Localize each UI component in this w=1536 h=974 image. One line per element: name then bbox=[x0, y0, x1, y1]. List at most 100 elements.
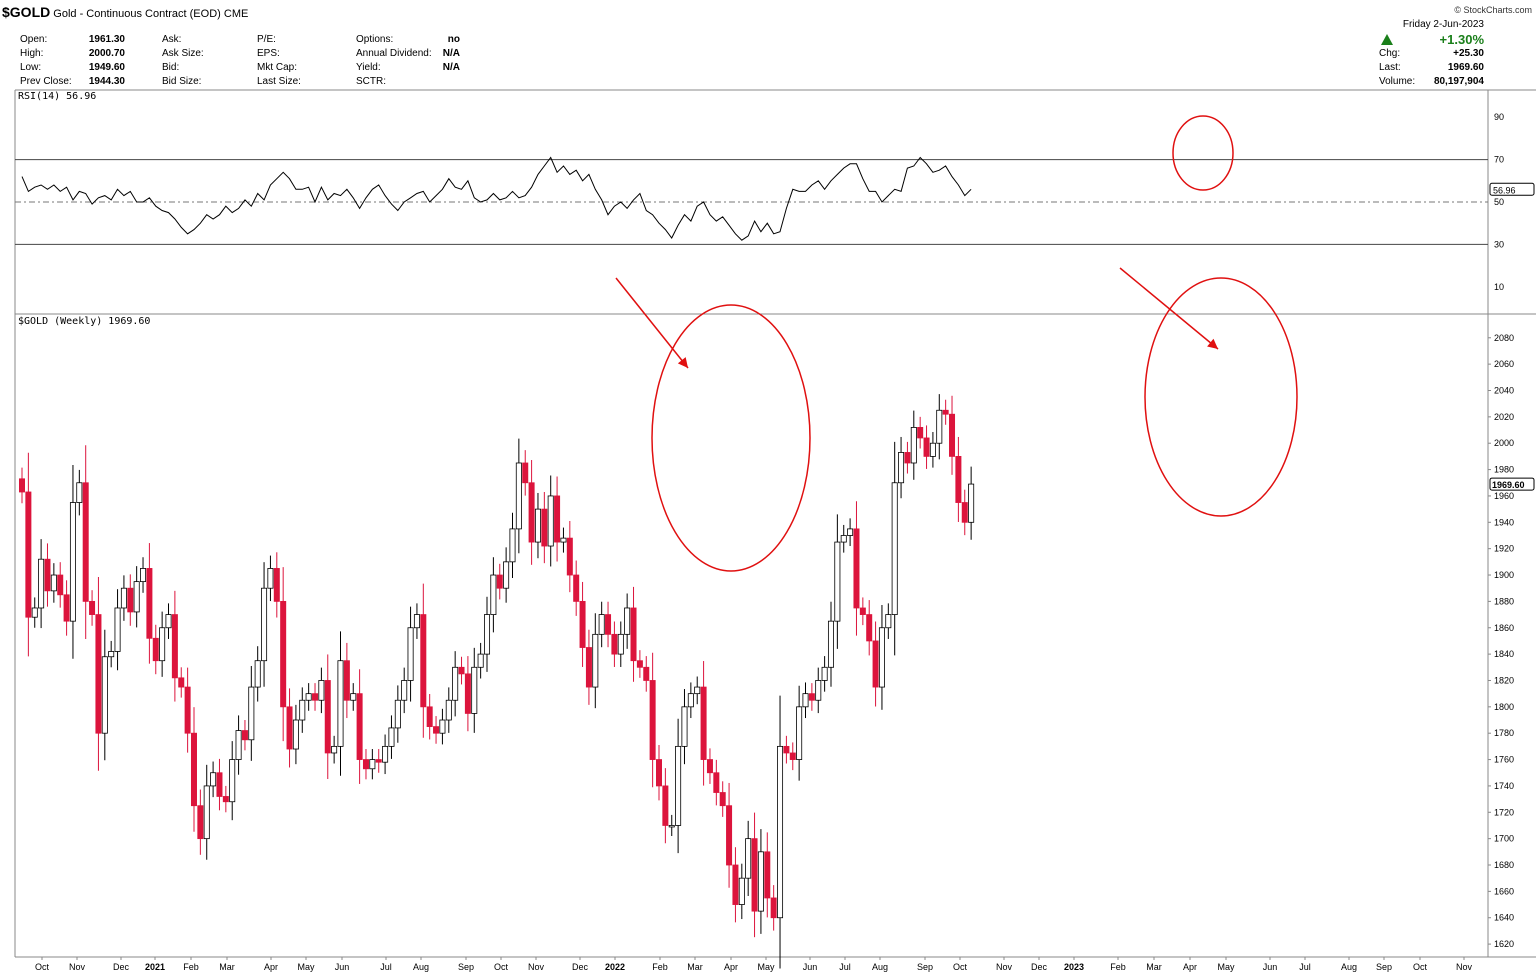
candle-body bbox=[184, 686, 191, 734]
candle-body bbox=[942, 409, 949, 415]
candle-body bbox=[961, 502, 968, 523]
rsi-annotation-circle bbox=[1172, 115, 1234, 191]
candle-body bbox=[305, 693, 312, 701]
x-tick-label: Nov bbox=[1456, 962, 1473, 972]
candle-body bbox=[95, 614, 102, 734]
candle-body bbox=[82, 482, 89, 602]
up-arrow-icon bbox=[1381, 34, 1393, 45]
arrow-2023-shaft bbox=[1119, 267, 1219, 350]
candle-body bbox=[503, 561, 510, 589]
candle-body bbox=[547, 495, 554, 547]
candle-body bbox=[171, 614, 178, 679]
x-tick-label: Oct bbox=[35, 962, 50, 972]
candle-body bbox=[210, 772, 217, 787]
candle-body bbox=[120, 587, 127, 609]
candle-body bbox=[433, 726, 440, 734]
candle-body bbox=[241, 730, 248, 741]
quote-left-value: 1944.30 bbox=[88, 76, 125, 87]
candle-body bbox=[203, 785, 210, 840]
rsi-tick-label: 50 bbox=[1494, 197, 1504, 207]
price-tick-label: 1940 bbox=[1494, 517, 1514, 527]
candle-body bbox=[50, 574, 57, 592]
rsi-pane-label: RSI(14) 56.96 bbox=[18, 91, 97, 102]
x-tick-label: Oct bbox=[1413, 962, 1428, 972]
candle-body bbox=[853, 528, 860, 609]
candle-body bbox=[445, 699, 452, 721]
candle-body bbox=[350, 693, 357, 701]
candle-body bbox=[643, 666, 650, 681]
candle-body bbox=[821, 666, 828, 681]
candle-body bbox=[598, 614, 605, 635]
candle-body bbox=[872, 640, 879, 688]
candle-body bbox=[509, 528, 516, 563]
price-tick-label: 1800 bbox=[1494, 702, 1514, 712]
candle-body bbox=[471, 666, 478, 714]
x-tick-label: Jun bbox=[335, 962, 350, 972]
candle-body bbox=[770, 897, 777, 919]
x-tick-label: Jul bbox=[380, 962, 392, 972]
candle-body bbox=[700, 686, 707, 760]
rsi-tick-label: 90 bbox=[1494, 112, 1504, 122]
candle-body bbox=[299, 699, 306, 721]
candle-body bbox=[605, 614, 612, 635]
quote-right-label: Annual Dividend: bbox=[356, 48, 432, 59]
x-tick-label: May bbox=[297, 962, 315, 972]
candle-body bbox=[515, 462, 522, 530]
x-tick-label: Jun bbox=[803, 962, 818, 972]
quote-mid-label: Bid Size: bbox=[162, 76, 202, 87]
candle-body bbox=[369, 759, 376, 770]
candle-body bbox=[777, 745, 784, 919]
rsi-tick-label: 30 bbox=[1494, 239, 1504, 249]
candle-body bbox=[611, 633, 618, 655]
candle-body bbox=[165, 614, 172, 629]
candle-body bbox=[630, 607, 637, 662]
price-tick-label: 1860 bbox=[1494, 623, 1514, 633]
quote-left-label: High: bbox=[20, 48, 44, 59]
candle-body bbox=[426, 706, 433, 728]
candle-body bbox=[420, 614, 427, 708]
quote-mid-label: Bid: bbox=[162, 62, 180, 73]
candle-body bbox=[541, 508, 548, 547]
price-tick-label: 1720 bbox=[1494, 807, 1514, 817]
candle-body bbox=[267, 568, 274, 589]
x-tick-label: Jun bbox=[1263, 962, 1278, 972]
summary-label: Last: bbox=[1379, 62, 1401, 73]
candle-body bbox=[929, 442, 936, 457]
x-tick-label: Apr bbox=[724, 962, 738, 972]
candle-body bbox=[318, 680, 325, 701]
candle-body bbox=[331, 745, 338, 754]
candle-body bbox=[152, 637, 159, 662]
candle-body bbox=[44, 558, 51, 592]
candle-body bbox=[407, 627, 414, 681]
summary-value: +25.30 bbox=[1453, 48, 1484, 59]
candle-body bbox=[796, 706, 803, 760]
price-annotation-circle-2022 bbox=[651, 304, 811, 572]
candle-body bbox=[133, 581, 140, 613]
x-tick-label: Apr bbox=[264, 962, 278, 972]
rsi-tick-label: 10 bbox=[1494, 282, 1504, 292]
candle-body bbox=[222, 796, 229, 803]
candle-body bbox=[840, 535, 847, 543]
candle-body bbox=[815, 680, 822, 701]
candle-body bbox=[127, 587, 134, 613]
credit-link[interactable]: © StockCharts.com bbox=[1454, 5, 1532, 15]
price-tick-label: 1840 bbox=[1494, 649, 1514, 659]
candle-body bbox=[89, 600, 96, 615]
price-tick-label: 2040 bbox=[1494, 385, 1514, 395]
x-tick-label: Nov bbox=[528, 962, 545, 972]
quote-mid2-label: EPS: bbox=[257, 48, 280, 59]
candle-body bbox=[312, 693, 319, 701]
quote-right-label: Yield: bbox=[356, 62, 381, 73]
candle-body bbox=[719, 792, 726, 807]
summary-label: Volume: bbox=[1379, 76, 1416, 87]
quote-right-label: Options: bbox=[356, 34, 394, 45]
price-tick-label: 1740 bbox=[1494, 781, 1514, 791]
symbol: $GOLD bbox=[2, 4, 51, 20]
rsi-value-badge-label: 56.96 bbox=[1493, 185, 1516, 195]
quote-right-value: no bbox=[447, 34, 460, 45]
candle-body bbox=[554, 495, 561, 543]
candle-body bbox=[159, 627, 166, 662]
candle-body bbox=[923, 437, 930, 457]
candle-body bbox=[566, 537, 573, 576]
